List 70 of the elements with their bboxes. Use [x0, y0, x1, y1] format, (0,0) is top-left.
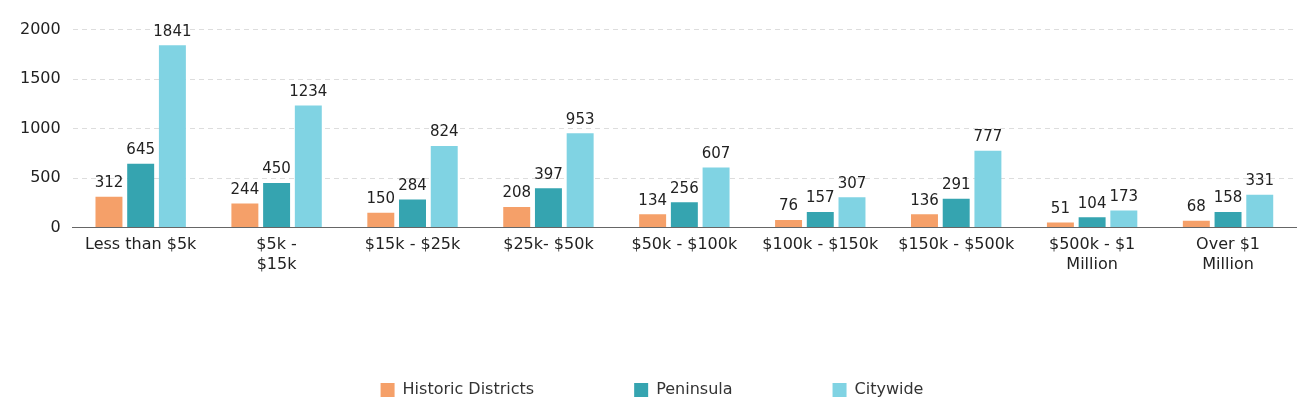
- legend-label: Historic Districts: [402, 379, 535, 399]
- x-tick-label: $50k - $100k: [631, 234, 738, 254]
- data-label: 157: [805, 188, 835, 207]
- y-tick-label: 2000: [20, 18, 61, 38]
- data-label: 645: [126, 140, 155, 159]
- data-label: 208: [502, 183, 532, 202]
- bar: [158, 45, 186, 228]
- y-tick-label: 1500: [20, 68, 61, 88]
- bar: [639, 214, 667, 228]
- legend-label: Citywide: [854, 379, 924, 399]
- data-label: 68: [1186, 197, 1206, 216]
- bar: [430, 146, 458, 228]
- x-tick-label: $15k - $25k: [364, 234, 462, 254]
- bar: [95, 196, 123, 228]
- bar: [1246, 194, 1274, 228]
- data-label: 607: [701, 143, 731, 162]
- x-tick-label: $5k - $15k: [256, 234, 298, 273]
- data-label: 1841: [153, 21, 192, 40]
- data-label: 397: [534, 164, 563, 183]
- data-label: 136: [910, 190, 939, 209]
- data-label: 158: [1213, 188, 1243, 207]
- data-label: 307: [837, 173, 867, 192]
- data-label: 134: [638, 190, 667, 209]
- data-label: 284: [398, 175, 427, 194]
- bar: [775, 220, 803, 228]
- bar: [127, 163, 155, 228]
- bar: [942, 198, 970, 228]
- y-tick-label: 500: [30, 167, 61, 187]
- bar: [1214, 211, 1242, 228]
- bar: [263, 183, 291, 228]
- bar: [806, 212, 834, 228]
- bar: [231, 203, 259, 228]
- data-label: 104: [1077, 193, 1107, 212]
- bar: [566, 133, 594, 228]
- data-label: 953: [565, 109, 595, 128]
- x-tick-label: $150k - $500k: [898, 234, 1015, 254]
- data-label: 51: [1050, 198, 1070, 217]
- legend-label: Peninsula: [656, 379, 733, 399]
- x-tick-label: $500k - $1 Million: [1048, 234, 1136, 273]
- data-label: 76: [779, 196, 799, 215]
- data-label: 312: [94, 173, 124, 192]
- bar: [1110, 210, 1138, 228]
- bar: [367, 212, 395, 228]
- x-tick-label: $25k- $50k: [503, 234, 595, 254]
- bar: [670, 202, 698, 228]
- data-label: 173: [1109, 186, 1139, 205]
- data-label: 244: [230, 179, 260, 198]
- bar: [838, 197, 866, 228]
- y-tick-label: 1000: [20, 117, 61, 137]
- data-label: 331: [1245, 171, 1275, 190]
- bar: [294, 105, 322, 228]
- data-label: 824: [429, 122, 459, 141]
- data-label: 256: [670, 178, 699, 197]
- x-tick-label: Less than $5k: [85, 234, 198, 254]
- data-label: 1234: [289, 81, 328, 100]
- bar: [399, 199, 426, 228]
- y-tick-label: 0: [50, 216, 61, 236]
- bar: [1078, 217, 1106, 228]
- bar: [534, 188, 562, 228]
- data-label: 150: [366, 189, 396, 208]
- bar: [974, 150, 1002, 228]
- data-label: 291: [941, 175, 971, 194]
- x-tick-label: Over $1 Million: [1196, 234, 1261, 273]
- x-tick-label: $100k - $150k: [762, 234, 879, 254]
- data-label: 450: [262, 159, 291, 178]
- bar: [503, 207, 531, 228]
- bar: [1182, 220, 1210, 228]
- data-label: 777: [973, 127, 1003, 146]
- bar: [702, 167, 730, 228]
- bar: [911, 214, 938, 228]
